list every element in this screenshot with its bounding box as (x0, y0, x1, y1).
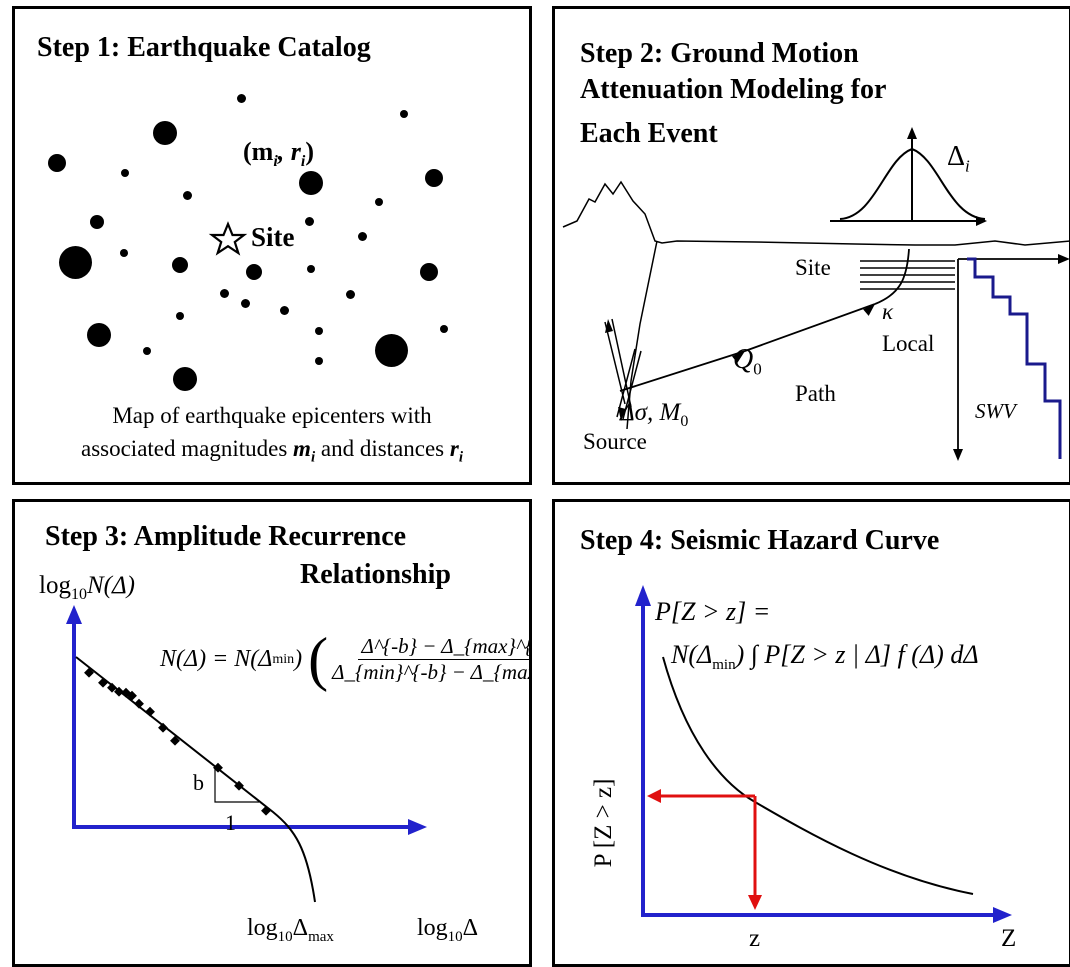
epicenter-dot (241, 299, 250, 308)
local-label: Local (882, 331, 935, 356)
panel4-title: Step 4: Seismic Hazard Curve (580, 525, 940, 556)
hazard-eq-line1: P[Z > z] = (655, 597, 771, 626)
site-label: Site (251, 222, 295, 252)
x-axis-label: Z (1001, 925, 1017, 952)
epicenter-dot (425, 169, 443, 187)
site-label: Site (795, 255, 831, 280)
hazard-curve (662, 656, 974, 895)
hazard-eq-line2: N(Δmin) ∫ P[Z > z | Δ] f (Δ) dΔ (671, 640, 979, 674)
path-label: Path (795, 381, 836, 406)
epicenter-dot (183, 191, 192, 200)
delta-i-label: Δi (947, 141, 970, 176)
epicenter-dot (440, 325, 448, 333)
epicenter-dot (143, 347, 151, 355)
epicenter-dot (307, 265, 315, 273)
ray-curve-local (874, 248, 910, 305)
epicenter-dot (87, 323, 111, 347)
epicenter-dot (48, 154, 66, 172)
epicenter-dot (153, 121, 177, 145)
epicenter-dot (346, 290, 355, 299)
site-layers (860, 260, 955, 290)
epicenter-dot (120, 249, 128, 257)
event-label: (mi, ri) (243, 137, 315, 171)
eq-numerator: Δ^{-b} − Δ_{max}^{-b} (357, 634, 529, 660)
epicenter-dot (375, 198, 383, 206)
hazard-plot (635, 585, 1012, 923)
x-max-label: log10Δmax (247, 915, 334, 945)
epicenter-dot (305, 217, 314, 226)
data-points (84, 667, 271, 816)
panel-earthquake-catalog: Step 1: Earthquake Catalog (mi, (12, 6, 532, 485)
epicenter-dot (220, 289, 229, 298)
attenuation-diagram (562, 127, 1069, 461)
panel3-title-line2: Relationship (300, 559, 451, 590)
epicenter-dot (173, 367, 197, 391)
epicenter-dot (375, 334, 408, 367)
slope-triangle (214, 768, 259, 803)
bell-curve (839, 147, 986, 220)
panel3-title-line1: Step 3: Amplitude Recurrence (45, 521, 407, 552)
caption-line1: Map of earthquake epicenters with (112, 403, 432, 428)
recurrence-equation: N(Δ) = N(Δmin) ( Δ^{-b} − Δ_{max}^{-b} Δ… (160, 625, 532, 694)
epicenter-dot (420, 263, 438, 281)
fault-trace (626, 240, 658, 430)
site-star-icon (208, 221, 248, 256)
panel2-title-line1: Step 2: Ground Motion (580, 38, 859, 69)
panel2-title-line2: Attenuation Modeling for (580, 74, 887, 105)
q0-label: Q0 (733, 344, 762, 379)
panel-hazard-curve: Step 4: Seismic Hazard Curve P[Z > z] = … (552, 499, 1070, 967)
y-axis-label: log10N(Δ) (39, 572, 135, 603)
slope-run-label: 1 (225, 810, 236, 835)
kappa-label: κ (882, 299, 894, 324)
eq-denominator: Δ_{min}^{-b} − Δ_{max}^{-b} (332, 660, 532, 684)
recurrence-plot (66, 605, 427, 903)
epicenter-dot (176, 312, 184, 320)
epicenter-dot (246, 264, 262, 280)
epicenter-dot (315, 357, 323, 365)
epicenter-dot (358, 232, 367, 241)
source-label: Source (583, 429, 647, 454)
panel1-title: Step 1: Earthquake Catalog (37, 32, 371, 63)
epicenter-dot (59, 246, 92, 279)
terrain-line (562, 180, 1069, 246)
site-star-layer (208, 221, 248, 256)
epicenter-dot (121, 169, 129, 177)
epicenter-dot (299, 171, 323, 195)
x-axis-label: log10Δ (417, 915, 479, 945)
epicenter-dot (172, 257, 188, 273)
x-tick-z-label: z (749, 925, 761, 952)
panel-amplitude-recurrence: Step 3: Amplitude Recurrence Relationshi… (12, 499, 532, 967)
panel-ground-motion: Step 2: Ground Motion Attenuation Modeli… (552, 6, 1070, 485)
caption-line2: associated magnitudes mi and distances r… (80, 436, 463, 466)
slope-b-label: b (193, 770, 204, 795)
recurrence-curve (75, 656, 316, 903)
swv-profile (967, 257, 1062, 459)
epicenter-dot (237, 94, 246, 103)
panel2-title-line3: Each Event (580, 118, 718, 149)
swv-label: SWV (975, 399, 1016, 423)
epicenter-dot (400, 110, 408, 118)
epicenter-dot (280, 306, 289, 315)
stress-moment-label: Δσ, M0 (620, 399, 689, 430)
epicenter-dot (90, 215, 104, 229)
epicenter-dot (315, 327, 323, 335)
